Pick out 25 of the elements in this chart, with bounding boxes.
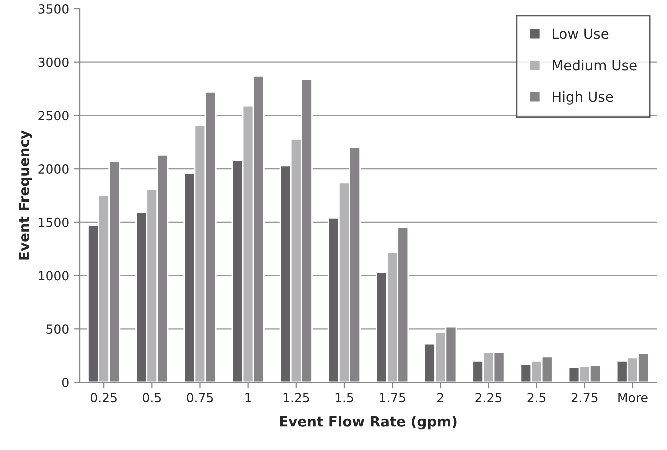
y-tick-label: 3500 <box>38 4 69 14</box>
x-tick-label: 2.5 <box>528 393 546 403</box>
x-tick-label: 1 <box>246 393 252 402</box>
x-tick-label: 0.25 <box>90 393 117 403</box>
y-tick-label: 1000 <box>39 271 69 281</box>
x-tick-label: 2.75 <box>572 393 598 403</box>
y-tick-label: 0 <box>62 378 69 388</box>
x-tick-label: 0.5 <box>143 393 162 403</box>
x-tick-label: 1.75 <box>380 393 406 403</box>
x-tick-label: 0.75 <box>187 393 214 403</box>
y-tick-label: 2000 <box>38 164 69 174</box>
x-tick-label: 2.25 <box>476 393 502 403</box>
x-tick-label: More <box>618 393 648 403</box>
y-tick-label: 1500 <box>39 218 69 228</box>
legend-label: Low Use <box>553 28 609 40</box>
y-tick-label: 2500 <box>38 111 69 121</box>
x-tick-label: 2 <box>438 393 444 402</box>
y-tick-label: 500 <box>46 324 69 334</box>
y-axis-title: Event Frequency <box>19 130 32 260</box>
legend-label: High Use <box>553 91 614 105</box>
x-tick-label: 1.5 <box>336 393 354 403</box>
legend-label: Medium Use <box>553 60 637 71</box>
y-tick-label: 3000 <box>38 58 69 68</box>
x-axis-title: Event Flow Rate (gpm) <box>280 416 457 430</box>
x-tick-label: 1.25 <box>284 393 310 403</box>
